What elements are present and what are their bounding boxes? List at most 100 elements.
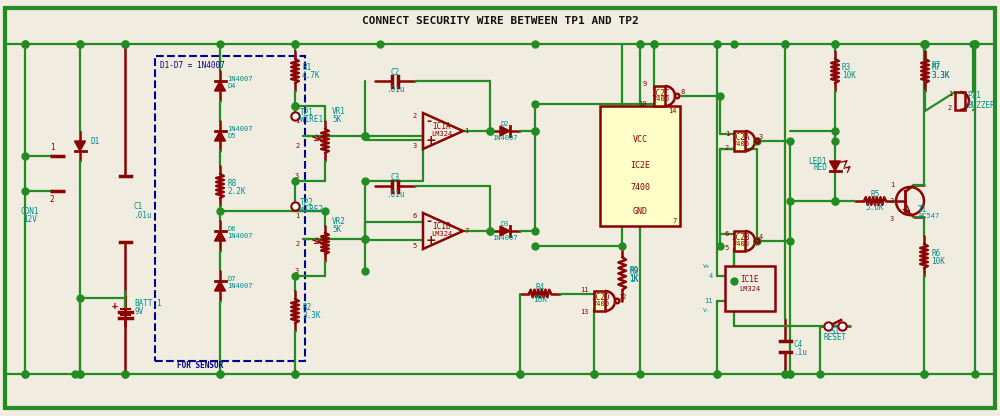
Text: .1u: .1u bbox=[793, 348, 807, 357]
Text: C4: C4 bbox=[793, 340, 802, 349]
Text: D6: D6 bbox=[227, 226, 236, 232]
Text: R5: R5 bbox=[870, 190, 880, 199]
Text: 5.6K: 5.6K bbox=[866, 203, 884, 212]
Text: 1: 1 bbox=[295, 118, 299, 124]
Text: D5: D5 bbox=[227, 133, 236, 139]
Text: BC547: BC547 bbox=[918, 213, 939, 219]
Text: LM324: LM324 bbox=[739, 286, 761, 292]
Text: .01u: .01u bbox=[386, 85, 404, 94]
Text: 1: 1 bbox=[890, 182, 894, 188]
Text: PZ1: PZ1 bbox=[967, 92, 981, 101]
Polygon shape bbox=[75, 141, 86, 151]
Text: IC1A: IC1A bbox=[433, 122, 451, 131]
Text: R1: R1 bbox=[302, 64, 311, 72]
Text: D2: D2 bbox=[501, 121, 509, 127]
Text: T1: T1 bbox=[918, 205, 927, 213]
Text: D1: D1 bbox=[90, 136, 99, 146]
Text: 1: 1 bbox=[50, 144, 54, 153]
Text: 5: 5 bbox=[725, 245, 729, 252]
Text: 3: 3 bbox=[413, 143, 417, 149]
Bar bbox=[155, 56, 305, 361]
Text: 3.3K: 3.3K bbox=[932, 72, 950, 81]
Text: R2: R2 bbox=[302, 304, 311, 312]
Text: D3: D3 bbox=[501, 221, 509, 227]
Text: 3.3K: 3.3K bbox=[931, 72, 950, 81]
Polygon shape bbox=[830, 161, 840, 171]
Text: 12V: 12V bbox=[23, 215, 37, 225]
Text: 5K: 5K bbox=[332, 225, 341, 235]
Text: D4: D4 bbox=[227, 83, 236, 89]
Text: 11: 11 bbox=[704, 298, 713, 304]
Text: 9V: 9V bbox=[134, 307, 143, 317]
Text: 3: 3 bbox=[295, 268, 299, 274]
Text: 3: 3 bbox=[758, 134, 762, 140]
Text: 7: 7 bbox=[673, 218, 677, 224]
Text: V-: V- bbox=[702, 309, 710, 314]
Text: 2: 2 bbox=[725, 146, 729, 151]
Text: 10: 10 bbox=[639, 101, 647, 106]
Text: 2: 2 bbox=[50, 196, 54, 205]
Text: 6: 6 bbox=[413, 213, 417, 219]
Text: +: + bbox=[426, 134, 437, 146]
Polygon shape bbox=[215, 131, 226, 141]
Text: 2: 2 bbox=[413, 113, 417, 119]
Text: 1K: 1K bbox=[629, 275, 638, 283]
Text: RED: RED bbox=[813, 163, 827, 173]
Text: 2: 2 bbox=[948, 105, 952, 111]
Text: D7: D7 bbox=[227, 276, 236, 282]
Text: 4: 4 bbox=[758, 234, 762, 240]
Text: 6: 6 bbox=[725, 230, 729, 237]
Text: 3.3K: 3.3K bbox=[302, 312, 321, 320]
Text: GND: GND bbox=[633, 207, 648, 216]
Bar bbox=[725, 266, 775, 311]
Text: 8: 8 bbox=[680, 89, 684, 95]
Text: 1N4007: 1N4007 bbox=[227, 233, 253, 239]
Text: 1N4007: 1N4007 bbox=[227, 76, 253, 82]
Text: 1K: 1K bbox=[629, 274, 638, 283]
Text: 10K: 10K bbox=[931, 257, 945, 265]
Text: R3: R3 bbox=[842, 64, 851, 72]
Text: C2: C2 bbox=[390, 68, 400, 77]
Text: VR1: VR1 bbox=[332, 106, 346, 116]
Text: VCC: VCC bbox=[633, 135, 648, 144]
Text: IC2D: IC2D bbox=[592, 294, 610, 302]
Text: CON1: CON1 bbox=[21, 206, 39, 215]
Text: 5: 5 bbox=[413, 243, 417, 249]
Polygon shape bbox=[500, 126, 510, 136]
Text: WIRE2: WIRE2 bbox=[300, 205, 323, 214]
Text: 1: 1 bbox=[464, 128, 468, 134]
Text: CONNECT SECURITY WIRE BETWEEN TP1 AND TP2: CONNECT SECURITY WIRE BETWEEN TP1 AND TP… bbox=[362, 16, 638, 26]
Text: 7400: 7400 bbox=[732, 141, 750, 147]
Text: R7: R7 bbox=[932, 64, 941, 72]
Text: 9: 9 bbox=[643, 81, 647, 87]
Text: R9: R9 bbox=[629, 266, 638, 275]
Text: 7400: 7400 bbox=[592, 301, 610, 307]
Text: IC1E: IC1E bbox=[741, 275, 759, 283]
Text: 1N4007: 1N4007 bbox=[227, 126, 253, 132]
Text: 7400: 7400 bbox=[630, 183, 650, 192]
Text: 10K: 10K bbox=[533, 295, 547, 305]
Text: 1N4007: 1N4007 bbox=[492, 235, 518, 241]
Bar bbox=[734, 131, 745, 151]
Text: LM324: LM324 bbox=[431, 231, 453, 238]
Bar bbox=[594, 291, 605, 311]
Text: R7: R7 bbox=[931, 62, 940, 70]
Text: 13: 13 bbox=[580, 309, 589, 314]
Text: 1N4007: 1N4007 bbox=[227, 283, 253, 289]
Text: VR2: VR2 bbox=[332, 216, 346, 225]
Text: .01u: .01u bbox=[133, 210, 152, 220]
Text: 4.7K: 4.7K bbox=[302, 72, 321, 81]
Bar bbox=[734, 231, 745, 251]
Polygon shape bbox=[500, 226, 510, 236]
Text: 1N4007: 1N4007 bbox=[492, 135, 518, 141]
Text: +: + bbox=[112, 301, 118, 311]
Text: BUZZER: BUZZER bbox=[967, 102, 995, 111]
Text: .01u: .01u bbox=[386, 190, 404, 199]
Text: 1: 1 bbox=[725, 131, 729, 136]
Text: 14: 14 bbox=[668, 108, 677, 114]
Text: 11: 11 bbox=[580, 287, 589, 292]
Text: 2: 2 bbox=[295, 143, 299, 149]
Text: FOR SENSOR: FOR SENSOR bbox=[177, 362, 223, 371]
Text: 12: 12 bbox=[618, 294, 627, 300]
Text: R8: R8 bbox=[227, 178, 236, 188]
